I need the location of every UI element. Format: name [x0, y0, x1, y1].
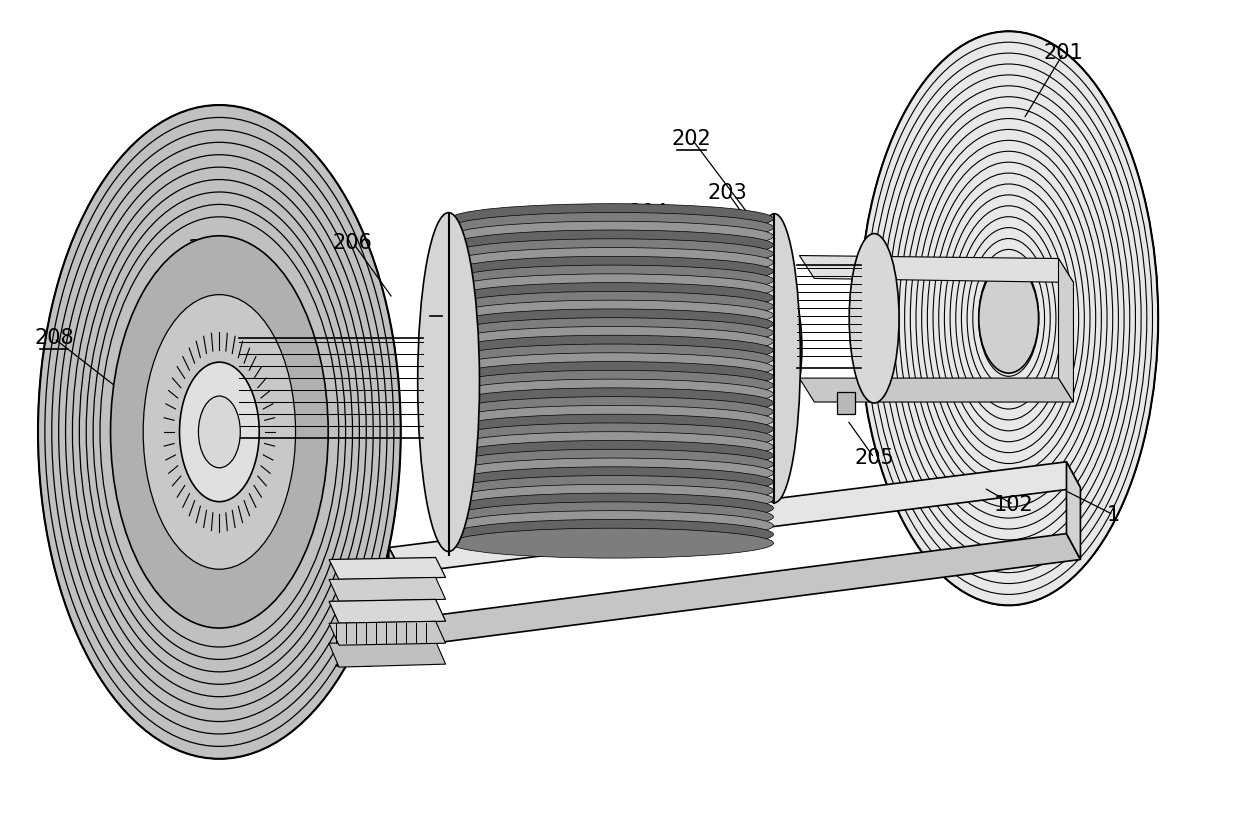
Text: 203: 203: [708, 183, 748, 203]
Polygon shape: [1059, 259, 1074, 402]
Ellipse shape: [450, 441, 774, 470]
Text: 208: 208: [35, 328, 73, 348]
Ellipse shape: [859, 31, 1158, 605]
Ellipse shape: [450, 335, 774, 365]
Polygon shape: [1066, 462, 1080, 559]
Ellipse shape: [450, 370, 774, 400]
Ellipse shape: [978, 264, 1039, 373]
Ellipse shape: [450, 247, 774, 278]
Text: 303: 303: [358, 618, 399, 637]
Ellipse shape: [110, 236, 329, 628]
Ellipse shape: [450, 344, 774, 374]
Ellipse shape: [450, 274, 774, 304]
Ellipse shape: [450, 388, 774, 418]
Ellipse shape: [450, 423, 774, 453]
Ellipse shape: [450, 396, 774, 427]
Ellipse shape: [180, 362, 259, 502]
Text: 302: 302: [363, 581, 403, 601]
Ellipse shape: [450, 432, 774, 462]
Ellipse shape: [450, 414, 774, 444]
Ellipse shape: [198, 396, 241, 468]
Ellipse shape: [450, 467, 774, 496]
Text: 206: 206: [334, 233, 373, 252]
Polygon shape: [800, 256, 1074, 283]
Polygon shape: [329, 622, 445, 645]
Ellipse shape: [450, 256, 774, 286]
Polygon shape: [329, 577, 445, 601]
Ellipse shape: [749, 214, 800, 503]
Text: 202: 202: [672, 129, 712, 149]
Ellipse shape: [450, 221, 774, 251]
Polygon shape: [389, 462, 1080, 573]
Ellipse shape: [450, 476, 774, 505]
Ellipse shape: [450, 405, 774, 436]
Ellipse shape: [418, 213, 480, 551]
Ellipse shape: [758, 274, 802, 422]
Ellipse shape: [450, 318, 774, 347]
Ellipse shape: [38, 105, 401, 759]
Ellipse shape: [450, 283, 774, 313]
Text: 204: 204: [627, 202, 668, 223]
Ellipse shape: [450, 511, 774, 541]
Polygon shape: [800, 378, 1074, 402]
Text: 201: 201: [1044, 43, 1084, 63]
Ellipse shape: [143, 295, 295, 569]
Ellipse shape: [450, 484, 774, 514]
Text: 205: 205: [854, 448, 894, 468]
Ellipse shape: [450, 379, 774, 409]
Bar: [837, 392, 856, 414]
Ellipse shape: [450, 458, 774, 488]
Ellipse shape: [450, 327, 774, 356]
Ellipse shape: [450, 230, 774, 260]
Ellipse shape: [450, 204, 774, 233]
Text: 1: 1: [1106, 505, 1120, 525]
Ellipse shape: [450, 361, 774, 391]
Text: 3: 3: [187, 238, 201, 259]
Ellipse shape: [450, 450, 774, 479]
Ellipse shape: [450, 212, 774, 242]
Text: 207: 207: [578, 482, 618, 502]
Ellipse shape: [450, 528, 774, 558]
Ellipse shape: [450, 292, 774, 321]
Ellipse shape: [450, 309, 774, 339]
Polygon shape: [389, 548, 403, 647]
Ellipse shape: [849, 233, 899, 403]
Ellipse shape: [450, 493, 774, 523]
Text: 2: 2: [429, 296, 443, 315]
Ellipse shape: [450, 519, 774, 550]
Polygon shape: [329, 600, 445, 623]
Ellipse shape: [450, 353, 774, 382]
Polygon shape: [329, 641, 445, 667]
Ellipse shape: [450, 265, 774, 295]
Polygon shape: [329, 558, 445, 579]
Ellipse shape: [450, 502, 774, 532]
Ellipse shape: [450, 301, 774, 330]
Text: 301: 301: [334, 651, 373, 671]
Polygon shape: [389, 533, 1080, 647]
Ellipse shape: [450, 239, 774, 269]
Text: 102: 102: [993, 495, 1033, 514]
